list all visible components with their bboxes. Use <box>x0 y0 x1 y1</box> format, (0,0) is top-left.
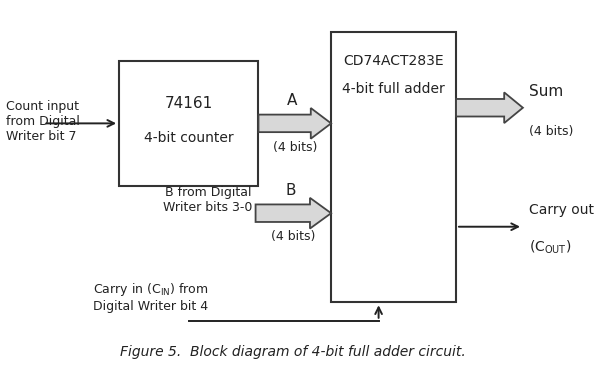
Text: (4 bits): (4 bits) <box>271 230 316 243</box>
Text: 4-bit full adder: 4-bit full adder <box>342 82 445 96</box>
FancyArrow shape <box>456 92 523 123</box>
Text: A: A <box>287 93 297 108</box>
Bar <box>331 32 456 302</box>
FancyArrow shape <box>256 198 331 229</box>
Text: B: B <box>285 183 296 198</box>
Text: B from Digital
Writer bits 3-0: B from Digital Writer bits 3-0 <box>163 186 253 214</box>
Text: Count input
from Digital
Writer bit 7: Count input from Digital Writer bit 7 <box>5 100 80 143</box>
Text: (C$_{\rm OUT}$): (C$_{\rm OUT}$) <box>529 238 571 256</box>
Text: (4 bits): (4 bits) <box>273 141 317 154</box>
Bar <box>119 61 259 186</box>
Text: Sum: Sum <box>529 84 563 99</box>
Text: Carry in (C$_{\rm IN}$) from
Digital Writer bit 4: Carry in (C$_{\rm IN}$) from Digital Wri… <box>93 281 209 313</box>
Text: (4 bits): (4 bits) <box>529 125 573 138</box>
FancyArrow shape <box>259 108 331 139</box>
Text: 74161: 74161 <box>164 96 213 111</box>
Text: Figure 5.  Block diagram of 4-bit full adder circuit.: Figure 5. Block diagram of 4-bit full ad… <box>120 345 466 359</box>
Text: 4-bit counter: 4-bit counter <box>144 131 234 145</box>
Text: Carry out: Carry out <box>529 203 594 217</box>
Text: CD74ACT283E: CD74ACT283E <box>344 54 444 68</box>
